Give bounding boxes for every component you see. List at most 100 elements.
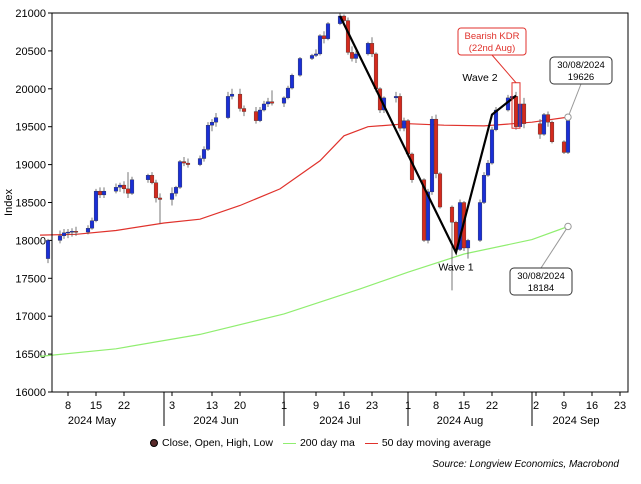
candle-body — [241, 108, 247, 112]
candle-body — [437, 173, 443, 208]
candle-body — [45, 240, 51, 259]
legend-label-candles: Close, Open, High, Low — [162, 437, 273, 449]
x-tick-label: 15 — [458, 400, 470, 412]
candle-body — [73, 231, 79, 233]
series-layer — [39, 116, 569, 357]
candle-body — [561, 141, 567, 153]
x-tick-label: 9 — [561, 400, 567, 412]
y-tick-label: 17500 — [15, 273, 46, 285]
candle-body — [205, 125, 211, 150]
y-tick-label: 21000 — [15, 8, 46, 20]
candle-body — [85, 228, 91, 233]
line-legend-icon-50ma — [364, 442, 378, 444]
x-tick-label: 2 — [533, 400, 539, 412]
x-tick-label: 23 — [614, 400, 626, 412]
source-note: Source: Longview Economics, Macrobond — [432, 459, 619, 470]
candle-body — [125, 188, 131, 194]
candle-body — [477, 202, 483, 241]
y-tick-label: 20500 — [15, 46, 46, 58]
candle-body — [197, 158, 203, 165]
candle-body — [209, 122, 215, 126]
y-tick-label: 18000 — [15, 235, 46, 247]
candle-body — [97, 190, 103, 196]
x-tick-label: 3 — [169, 400, 175, 412]
x-tick-label: 16 — [338, 400, 350, 412]
candle-body — [465, 240, 471, 249]
candle-legend-icon — [150, 439, 159, 447]
candle-body — [433, 118, 439, 174]
candle-body — [405, 120, 411, 155]
candle-body — [309, 55, 315, 59]
candle-body — [113, 187, 119, 192]
x-tick-label: 8 — [65, 400, 71, 412]
candle-body — [201, 149, 207, 159]
candle-body — [421, 179, 427, 241]
series-line — [39, 225, 569, 357]
series-line — [39, 116, 569, 236]
kdr-leader-line — [491, 54, 517, 84]
candle-body — [61, 232, 67, 237]
candle-body — [237, 93, 243, 109]
candle-body — [373, 53, 379, 89]
y-tick-label: 18500 — [15, 198, 46, 210]
candle-body — [549, 122, 555, 143]
candle-body — [185, 162, 191, 165]
x-tick-label: 8 — [433, 400, 439, 412]
candle-body — [257, 109, 263, 121]
candle-body — [313, 53, 319, 56]
candle-body — [521, 103, 527, 124]
y-tick-label: 16000 — [15, 387, 46, 399]
y-tick-label: 17000 — [15, 311, 46, 323]
callout-50ma-line2: 19626 — [568, 72, 594, 83]
candle-body — [169, 193, 175, 200]
x-tick-label: 9 — [313, 400, 319, 412]
candle-body — [157, 197, 163, 200]
candle-body — [493, 109, 499, 130]
y-tick-label: 19500 — [15, 122, 46, 134]
legend-item-200ma: 200 day ma — [282, 437, 355, 449]
candle-body — [489, 129, 495, 164]
legend-item-candles: Close, Open, High, Low — [150, 437, 273, 449]
y-tick-label: 19000 — [15, 160, 46, 172]
wave-trend-lines — [339, 15, 517, 256]
candle-body — [485, 162, 491, 176]
candle-body — [261, 103, 267, 111]
candle-body — [481, 175, 487, 203]
callout-200ma-leader-line — [540, 226, 569, 269]
candle-body — [565, 120, 571, 153]
callout-200ma-line1: 30/08/2024 — [517, 271, 565, 282]
candle-body — [213, 117, 219, 123]
candle-body — [541, 114, 547, 135]
candle-body — [317, 35, 323, 55]
candle-body — [397, 96, 403, 129]
candle-body — [545, 114, 551, 123]
candle-body — [145, 175, 151, 180]
x-month-label: 2024 Jul — [319, 415, 361, 427]
candle-body — [365, 43, 371, 55]
x-tick-label: 16 — [586, 400, 598, 412]
callout-200ma-box — [509, 267, 573, 296]
candle-body — [129, 179, 135, 194]
callout-50ma-leader-line — [567, 83, 582, 118]
candle-body — [173, 187, 179, 194]
candle-body — [117, 184, 123, 188]
candle-body — [149, 175, 155, 183]
candle-body — [325, 23, 331, 39]
candle-body — [401, 120, 407, 129]
candle-layer — [45, 13, 571, 291]
candle-body — [449, 206, 455, 223]
plot-frame — [51, 12, 629, 393]
candle-body — [269, 101, 275, 104]
wave2-label: Wave 2 — [462, 72, 497, 84]
x-month-label: 2024 May — [68, 415, 117, 427]
candle-body — [253, 111, 259, 121]
candle-body — [101, 190, 107, 196]
candle-body — [393, 96, 399, 99]
x-tick-label: 13 — [206, 400, 218, 412]
candle-body — [121, 184, 127, 190]
x-month-label: 2024 Aug — [437, 415, 484, 427]
candle-body — [69, 231, 75, 233]
candle-body — [229, 93, 235, 97]
legend-label-50ma: 50 day moving average — [381, 437, 491, 449]
